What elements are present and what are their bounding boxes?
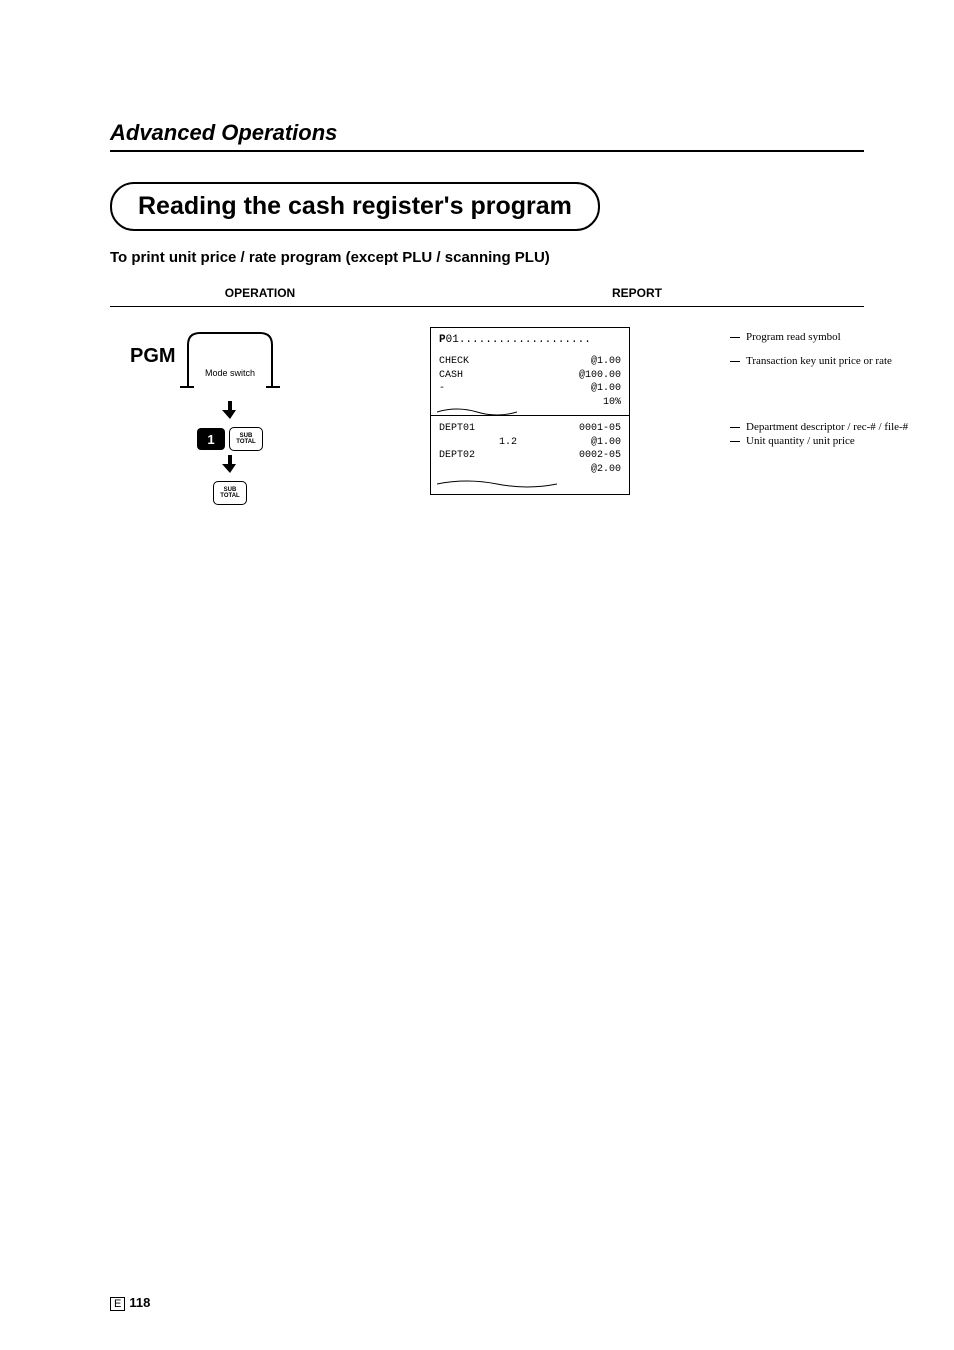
receipt-cell: 10%: [603, 396, 621, 410]
receipt-cell: 1.2: [439, 436, 517, 450]
capsule-heading: Reading the cash register's program: [110, 182, 600, 231]
receipt-cell: DEPT01: [439, 422, 475, 436]
receipt-cell: CHECK: [439, 355, 469, 369]
tick-line: [730, 361, 740, 362]
receipt-row: DEPT02 0002-05: [439, 449, 621, 463]
sub-heading: To print unit price / rate program (exce…: [110, 249, 864, 266]
receipt-cell: @1.00: [591, 436, 621, 450]
receipt-cell: 0002-05: [579, 449, 621, 463]
subtotal-key-bot: TOTAL: [236, 439, 255, 445]
receipt-row: CASH @100.00: [439, 369, 621, 383]
section-rule: [110, 150, 864, 152]
receipt-cell: @1.00: [591, 382, 621, 396]
section-title: Advanced Operations: [110, 120, 864, 146]
tick-line: [730, 337, 740, 338]
receipt-cell: @2.00: [591, 463, 621, 477]
receipt-cell: CASH: [439, 369, 463, 383]
pgm-label: PGM: [130, 345, 330, 368]
annotation-transaction-key: Transaction key unit price or rate: [746, 355, 892, 367]
numeric-key-1: 1: [197, 428, 225, 450]
page-number: E 118: [110, 1295, 150, 1310]
receipt-header-num: 01: [446, 334, 459, 346]
subtotal-key: SUB TOTAL: [213, 481, 247, 505]
tear-curve-icon: [437, 478, 557, 492]
receipt-row: @2.00: [439, 463, 621, 477]
receipt-row: DEPT01 0001-05: [439, 422, 621, 436]
down-arrow-icon: [130, 455, 330, 477]
receipt-cell: @1.00: [591, 355, 621, 369]
receipt-header-dots: ....................: [459, 334, 591, 346]
annotation-unit-qty-price: Unit quantity / unit price: [746, 435, 855, 447]
receipt-cell: 0001-05: [579, 422, 621, 436]
subtotal-key: SUB TOTAL: [229, 427, 263, 451]
tick-line: [730, 427, 740, 428]
mode-switch-label: Mode switch: [130, 368, 330, 378]
receipt-header-p: P: [439, 334, 446, 346]
receipt-printout: P01.................... CHECK @1.00 CASH @…: [430, 327, 630, 495]
receipt-header: P01....................: [439, 334, 621, 346]
tear-curve-icon: [437, 406, 517, 420]
receipt-row: 1.2 @1.00: [439, 436, 621, 450]
column-header-report: REPORT: [410, 286, 864, 300]
receipt-cell: -: [439, 382, 445, 396]
column-header-operation: OPERATION: [110, 286, 410, 300]
page-number-value: 118: [129, 1295, 150, 1310]
down-arrow-icon: [130, 401, 330, 423]
annotation-program-read-symbol: Program read symbol: [746, 331, 841, 343]
page-letter: E: [110, 1297, 125, 1311]
receipt-cell: DEPT02: [439, 449, 475, 463]
tick-line: [730, 441, 740, 442]
receipt-cell: @100.00: [579, 369, 621, 383]
receipt-row: - @1.00: [439, 382, 621, 396]
annotation-dept-descriptor: Department descriptor / rec-# / file-#: [746, 421, 908, 433]
thin-rule: [110, 306, 864, 307]
subtotal-key-bot: TOTAL: [220, 493, 239, 499]
receipt-row: CHECK @1.00: [439, 355, 621, 369]
